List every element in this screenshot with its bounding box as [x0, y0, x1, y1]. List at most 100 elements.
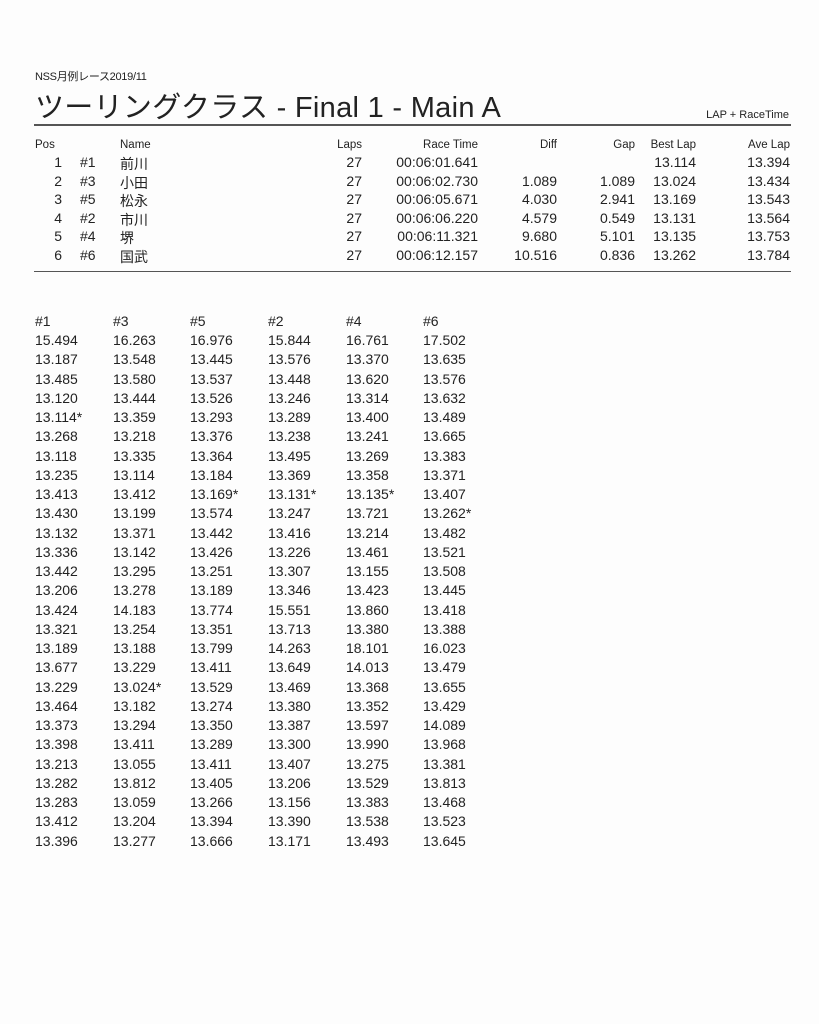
- result-row: 4 #2 市川 27 00:06:06.220 4.579 0.549 13.131 13.56…: [0, 210, 819, 228]
- lap-row: 13.396 13.277 13.666 13.171 13.493 13.645: [0, 833, 819, 852]
- report-mode: LAP + RaceTime: [706, 109, 789, 121]
- lap-time: 13.411: [190, 659, 232, 676]
- lap-time: 13.274: [190, 697, 233, 714]
- lap-time: 13.226: [268, 543, 311, 560]
- lap-row: 13.430 13.199 13.574 13.247 13.721 13.262*: [0, 505, 819, 524]
- lap-time: 13.444: [113, 389, 156, 406]
- event-name: NSS月例レース2019/11: [35, 71, 147, 83]
- column-header-laps: Laps: [337, 139, 362, 151]
- lap-time: 13.538: [346, 813, 389, 830]
- laps: 27: [346, 247, 362, 263]
- column-header-best-lap: Best Lap: [650, 139, 696, 151]
- lap-time: 13.293: [190, 409, 233, 425]
- lap-time: 13.812: [113, 774, 156, 791]
- lap-time: 13.383: [423, 447, 466, 464]
- lap-row: 13.189 13.188 13.799 14.263 18.101 16.023: [0, 640, 819, 659]
- lap-time: 13.368: [346, 678, 389, 695]
- lap-time: 13.268: [35, 428, 78, 445]
- lap-time: 13.335: [113, 447, 156, 464]
- lap-time: 14.013: [346, 659, 389, 676]
- lap-time: 13.188: [113, 640, 156, 656]
- lap-time: 13.576: [423, 370, 466, 387]
- divider: [34, 124, 791, 126]
- lap-row: 15.494 16.263 16.976 15.844 16.761 17.502: [0, 332, 819, 351]
- lap-time: 13.645: [423, 832, 466, 849]
- lap-time: 13.213: [35, 755, 78, 772]
- lap-time: 13.677: [35, 659, 78, 676]
- lap-time: 13.649: [268, 659, 311, 676]
- pos: 1: [54, 154, 62, 170]
- lap-row: 13.412 13.204 13.394 13.390 13.538 13.523: [0, 813, 819, 832]
- lap-row: 13.373 13.294 13.350 13.387 13.597 14.089: [0, 717, 819, 736]
- lap-time: 13.526: [190, 389, 233, 406]
- lap-time: 13.278: [113, 582, 156, 599]
- lap-time: 13.135*: [346, 486, 395, 502]
- diff: 4.579: [521, 209, 557, 226]
- lap-row: 13.321 13.254 13.351 13.713 13.380 13.388: [0, 621, 819, 640]
- lap-row: 13.120 13.444 13.526 13.246 13.314 13.632: [0, 390, 819, 409]
- car-number: #6: [80, 247, 96, 263]
- lap-time: 13.479: [423, 659, 466, 676]
- lap-row: 13.213 13.055 13.411 13.407 13.275 13.381: [0, 756, 819, 775]
- lap-time: 13.055: [113, 755, 156, 772]
- lap-time: 13.529: [346, 774, 389, 791]
- lap-time: 13.537: [190, 370, 233, 387]
- lap-row: 13.187 13.548 13.445 13.576 13.370 13.635: [0, 351, 819, 370]
- lap-time: 13.523: [423, 813, 466, 830]
- lap-time: 13.489: [423, 409, 466, 425]
- lap-time: 13.229: [35, 678, 78, 695]
- lap-time: 13.469: [268, 678, 311, 695]
- lap-time: 13.445: [423, 582, 466, 599]
- lap-time: 17.502: [423, 332, 466, 348]
- lap-time: 13.251: [190, 563, 233, 579]
- lap-time: 13.380: [268, 697, 311, 714]
- lap-time: 13.352: [346, 697, 389, 714]
- lap-time: 13.495: [268, 447, 311, 464]
- lap-header-row: #1 #3 #5 #2 #4 #6: [0, 313, 819, 332]
- lap-time: 13.182: [113, 697, 156, 714]
- lap-time: 13.238: [268, 428, 311, 445]
- lap-time: 13.396: [35, 832, 78, 849]
- lap-time: 13.118: [35, 447, 77, 464]
- driver-name: 国武: [120, 249, 148, 265]
- lap-time: 13.424: [35, 601, 78, 618]
- page-title: ツーリングクラス - Final 1 - Main A: [35, 92, 502, 124]
- lap-time: 13.387: [268, 717, 311, 733]
- lap-row: 13.229 13.024* 13.529 13.469 13.368 13.655: [0, 679, 819, 698]
- lap-time: 15.844: [268, 332, 311, 348]
- race-time: 00:06:02.730: [396, 172, 478, 189]
- lap-time: 13.024*: [113, 678, 162, 695]
- lap-time: 13.620: [346, 370, 389, 387]
- lap-time: 13.666: [190, 832, 233, 849]
- ave-lap: 13.784: [747, 247, 790, 263]
- lap-time: 13.394: [190, 813, 233, 830]
- lap-time: 13.635: [423, 351, 466, 368]
- lap-time: 13.346: [268, 582, 311, 599]
- lap-time: 13.574: [190, 505, 233, 522]
- lap-row: 13.424 14.183 13.774 15.551 13.860 13.418: [0, 602, 819, 621]
- lap-row: 13.336 13.142 13.426 13.226 13.461 13.521: [0, 544, 819, 563]
- ave-lap: 13.753: [747, 228, 790, 245]
- ave-lap: 13.564: [747, 209, 790, 226]
- lap-time: 13.351: [190, 620, 233, 637]
- lap-time: 16.263: [113, 332, 156, 348]
- laps: 27: [346, 191, 362, 208]
- column-header-diff: Diff: [539, 139, 557, 151]
- lap-time: 13.241: [346, 428, 389, 445]
- diff: 9.680: [521, 228, 557, 245]
- lap-time: 13.289: [268, 409, 311, 425]
- result-row: 6 #6 国武 27 00:06:12.157 10.516 0.836 13.262 13.7…: [0, 247, 819, 265]
- lap-time: 13.275: [346, 755, 389, 772]
- lap-time: 13.132: [35, 524, 78, 541]
- column-header-ave-lap: Ave Lap: [748, 139, 790, 151]
- lap-time: 13.860: [346, 601, 389, 618]
- lap-row: 13.206 13.278 13.189 13.346 13.423 13.445: [0, 582, 819, 601]
- lap-time: 13.665: [423, 428, 466, 445]
- lap-time: 13.411: [190, 755, 232, 772]
- lap-time: 13.445: [190, 351, 233, 368]
- lap-time: 13.508: [423, 563, 466, 579]
- best-lap: 13.114: [654, 154, 696, 170]
- lap-time: 13.247: [268, 505, 311, 522]
- ave-lap: 13.394: [747, 154, 790, 170]
- lap-time: 13.235: [35, 466, 78, 483]
